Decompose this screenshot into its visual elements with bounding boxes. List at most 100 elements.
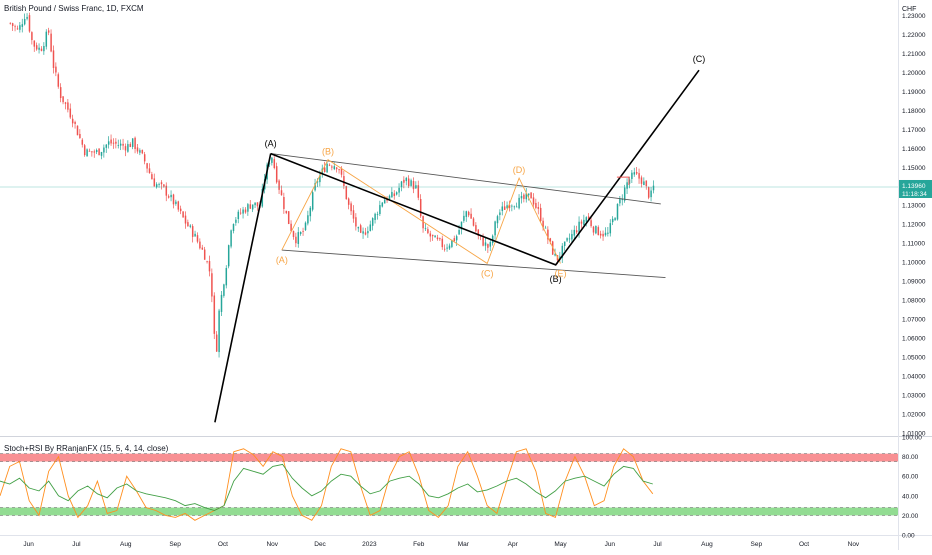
candle-up <box>619 198 621 204</box>
candle-down <box>482 237 484 246</box>
price-tag-box <box>899 179 932 198</box>
candle-up <box>568 238 571 240</box>
candle-up <box>45 31 48 47</box>
candle-up <box>463 215 465 221</box>
candle-up <box>496 216 499 224</box>
candle-up <box>604 232 607 236</box>
candle-down <box>508 204 511 208</box>
candle-up <box>527 193 530 196</box>
candle-down <box>427 229 429 234</box>
candle-down <box>590 220 592 227</box>
candle-up <box>175 201 177 204</box>
candle-up <box>455 236 458 241</box>
candle-down <box>11 23 14 26</box>
price-tick-label: 1.21000 <box>902 51 926 58</box>
candle-down <box>503 206 506 210</box>
candle-down <box>355 217 357 227</box>
wave-label-orange: (C) <box>481 268 494 278</box>
candle-down <box>441 238 444 248</box>
time-tick-label: Aug <box>701 541 713 548</box>
rsi-line <box>0 463 653 511</box>
candle-down <box>211 273 213 297</box>
candle-down <box>143 154 146 162</box>
candle-up <box>616 203 619 220</box>
indicator-tick-label: 40.00 <box>902 493 919 500</box>
candle-down <box>160 182 163 185</box>
time-tick-label: Aug <box>120 541 132 548</box>
candle-up <box>515 206 518 208</box>
candle-up <box>398 187 400 193</box>
candle-down <box>359 225 362 233</box>
candle-up <box>388 195 391 200</box>
candle-up <box>623 187 626 201</box>
candle-down <box>244 209 247 213</box>
candle-up <box>38 47 40 50</box>
candle-down <box>580 221 583 224</box>
black-abc-wave <box>270 69 700 266</box>
candle-up <box>376 214 379 215</box>
candle-up <box>525 193 528 200</box>
price-tick-label: 1.22000 <box>902 32 926 39</box>
candle-down <box>199 241 201 249</box>
candle-up <box>621 198 624 201</box>
candle-up <box>309 207 312 217</box>
time-tick-label: Jun <box>23 541 34 548</box>
candle-up <box>383 199 386 204</box>
candle-down <box>599 233 602 236</box>
candle-down <box>331 166 333 168</box>
candle-down <box>347 198 350 205</box>
candle-down <box>350 203 352 212</box>
candle-down <box>283 197 285 209</box>
candle-down <box>187 222 189 227</box>
candle-down <box>292 231 295 237</box>
candle-down <box>285 210 288 214</box>
candle-down <box>74 121 76 124</box>
time-tick-label: May <box>554 541 567 548</box>
candle-up <box>307 215 309 224</box>
candle-up <box>585 217 588 222</box>
candle-down <box>172 194 175 205</box>
price-tick-label: 1.15000 <box>902 165 926 172</box>
candle-down <box>393 193 396 197</box>
candle-down <box>419 198 422 217</box>
overbought-band <box>0 453 898 462</box>
candle-down <box>335 167 338 170</box>
channel-lower-line <box>281 249 666 279</box>
candle-up <box>230 230 232 247</box>
indicator-tick-label: 100.00 <box>902 435 922 442</box>
candle-down <box>206 261 208 263</box>
candle-down <box>148 168 151 174</box>
candle-up <box>395 192 398 195</box>
price-tick-label: 1.08000 <box>902 298 926 305</box>
candle-up <box>595 225 597 234</box>
time-tick-label: Nov <box>266 541 278 548</box>
candle-up <box>391 191 393 198</box>
candle-up <box>446 247 448 249</box>
candle-down <box>647 187 650 198</box>
candle-up <box>131 138 134 147</box>
candle-down <box>16 28 19 30</box>
candle-down <box>59 87 62 99</box>
candle-down <box>9 22 12 24</box>
candle-up <box>247 204 249 212</box>
time-tick-label: Sep <box>169 541 181 548</box>
candle-down <box>278 180 280 190</box>
candle-up <box>227 245 230 267</box>
candle-up <box>571 234 573 240</box>
time-tick-label: Feb <box>413 541 425 548</box>
candle-down <box>201 247 204 250</box>
candle-down <box>98 148 100 156</box>
price-tick-label: 1.18000 <box>902 108 926 115</box>
candle-up <box>299 232 302 234</box>
candle-up <box>43 46 45 52</box>
candle-down <box>587 216 590 220</box>
candle-up <box>232 224 235 231</box>
candle-down <box>115 141 117 144</box>
time-tick-label: Oct <box>799 541 809 548</box>
candle-up <box>511 205 513 207</box>
candle-up <box>573 229 576 236</box>
candle-down <box>55 66 57 73</box>
candle-up <box>242 209 244 214</box>
